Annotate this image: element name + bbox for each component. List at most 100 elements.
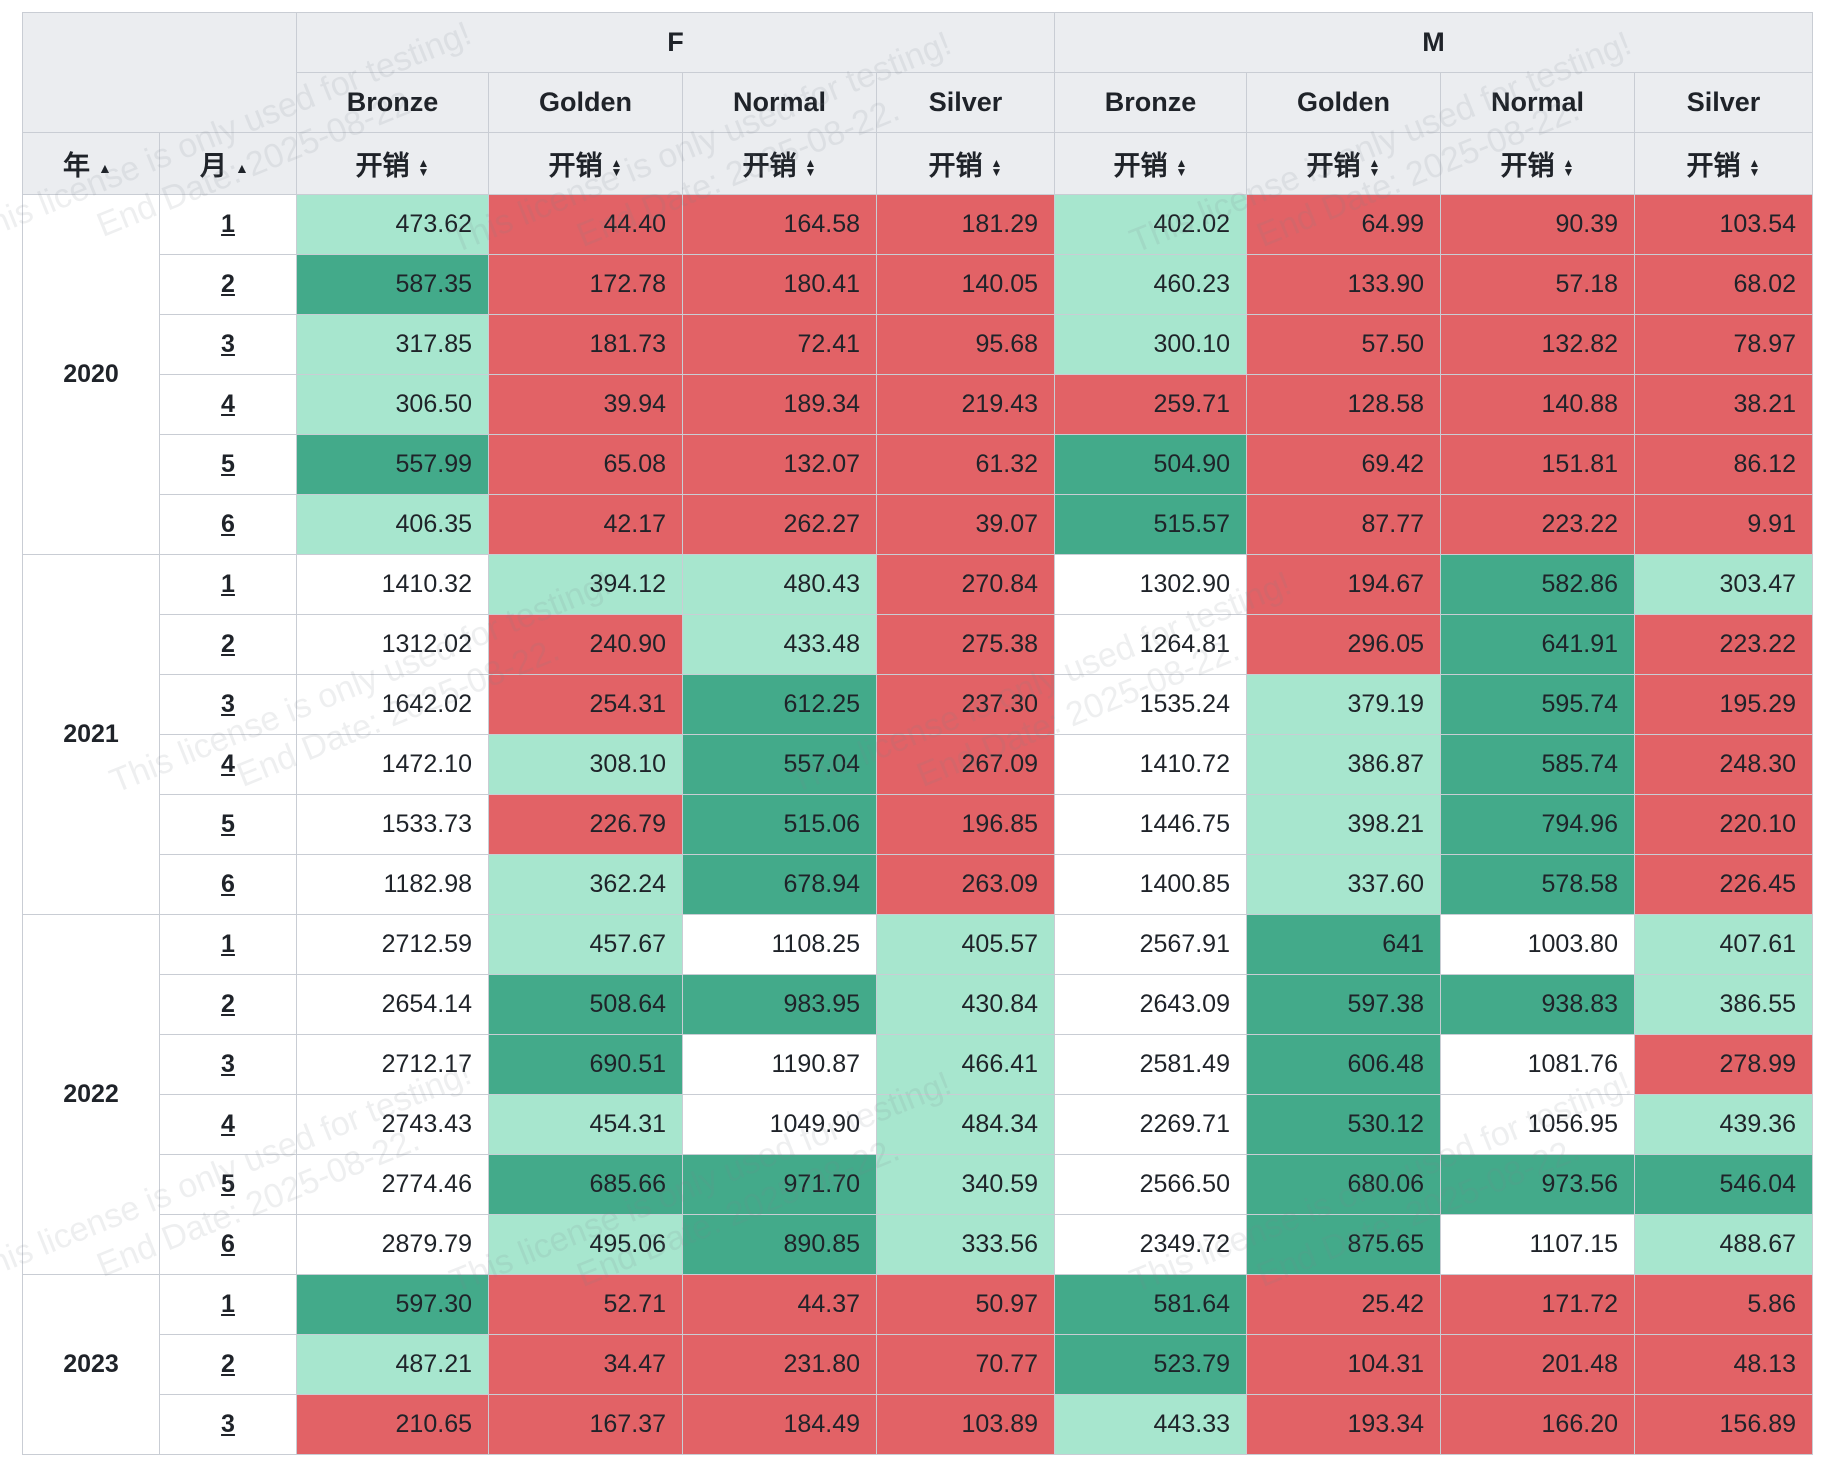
value-cell: 1533.73 <box>296 794 489 855</box>
month-link[interactable]: 6 <box>221 510 235 538</box>
table-row: 4 1472.10 308.10 557.04 267.09 1410.72 386.87 5… <box>23 734 1813 795</box>
year-sort-header[interactable]: 年 ▲ <box>22 132 160 195</box>
value-cell: 337.60 <box>1246 854 1441 915</box>
sort-toggle-icon[interactable]: ▲ ▼ <box>417 155 430 179</box>
value-cell: 430.84 <box>876 974 1055 1035</box>
value-cell: 223.22 <box>1440 494 1635 555</box>
value-cell: 1535.24 <box>1054 674 1247 735</box>
month-link[interactable]: 2 <box>221 1350 235 1378</box>
value-cell: 254.31 <box>488 674 683 735</box>
value-cell: 87.77 <box>1246 494 1441 555</box>
category-header-7: Silver <box>1634 72 1813 133</box>
month-link[interactable]: 3 <box>221 1050 235 1078</box>
table-row: 3 317.85 181.73 72.41 95.68 300.10 57.50 132.82… <box>23 314 1813 375</box>
value-cell: 248.30 <box>1634 734 1813 795</box>
value-cell: 333.56 <box>876 1214 1055 1275</box>
value-cell: 2349.72 <box>1054 1214 1247 1275</box>
group-header-f: F <box>296 12 1055 73</box>
month-link[interactable]: 5 <box>221 810 235 838</box>
sort-toggle-icon[interactable]: ▲ ▼ <box>1748 155 1761 179</box>
month-link[interactable]: 3 <box>221 330 235 358</box>
measure-sort-header[interactable]: 开销 ▲ ▼ <box>1634 132 1813 195</box>
sort-toggle-icon[interactable]: ▲ ▼ <box>990 155 1003 179</box>
month-link[interactable]: 1 <box>221 210 235 238</box>
value-cell: 189.34 <box>682 374 877 435</box>
value-cell: 606.48 <box>1246 1034 1441 1095</box>
month-link[interactable]: 4 <box>221 390 235 418</box>
month-link[interactable]: 3 <box>221 690 235 718</box>
value-cell: 2269.71 <box>1054 1094 1247 1155</box>
category-header-6: Normal <box>1440 72 1635 133</box>
month-link[interactable]: 6 <box>221 1230 235 1258</box>
measure-sort-header[interactable]: 开销 ▲ ▼ <box>682 132 877 195</box>
value-cell: 398.21 <box>1246 794 1441 855</box>
sort-toggle-icon[interactable]: ▲ ▼ <box>1368 155 1381 179</box>
category-header-3: Silver <box>876 72 1055 133</box>
month-link[interactable]: 1 <box>221 930 235 958</box>
month-link[interactable]: 5 <box>221 1170 235 1198</box>
measure-sort-header[interactable]: 开销 ▲ ▼ <box>1054 132 1247 195</box>
month-cell: 5 <box>159 794 297 855</box>
value-cell: 34.47 <box>488 1334 683 1395</box>
value-cell: 2879.79 <box>296 1214 489 1275</box>
sort-ascending-icon[interactable]: ▲ <box>98 159 112 176</box>
pivot-table: F M Bronze Golden Normal Silver Bronze Golden… <box>22 12 1813 1455</box>
group-header-m: M <box>1054 12 1813 73</box>
month-link[interactable]: 6 <box>221 870 235 898</box>
month-link[interactable]: 2 <box>221 630 235 658</box>
month-link[interactable]: 4 <box>221 1110 235 1138</box>
corner-header <box>22 12 297 133</box>
value-cell: 641 <box>1246 914 1441 975</box>
value-cell: 210.65 <box>296 1394 489 1455</box>
value-cell: 39.07 <box>876 494 1055 555</box>
category-header-4: Bronze <box>1054 72 1247 133</box>
measure-sort-header[interactable]: 开销 ▲ ▼ <box>488 132 683 195</box>
value-cell: 973.56 <box>1440 1154 1635 1215</box>
value-cell: 172.78 <box>488 254 683 315</box>
value-cell: 48.13 <box>1634 1334 1813 1395</box>
value-cell: 2654.14 <box>296 974 489 1035</box>
month-link[interactable]: 5 <box>221 450 235 478</box>
month-link[interactable]: 1 <box>221 1290 235 1318</box>
month-link[interactable]: 4 <box>221 750 235 778</box>
value-cell: 68.02 <box>1634 254 1813 315</box>
value-cell: 875.65 <box>1246 1214 1441 1275</box>
category-header-1: Golden <box>488 72 683 133</box>
month-cell: 4 <box>159 374 297 435</box>
value-cell: 262.27 <box>682 494 877 555</box>
table-row: 5 557.99 65.08 132.07 61.32 504.90 69.42 151.81… <box>23 434 1813 495</box>
month-header-label: 月 <box>200 151 227 181</box>
year-cell: 2020 <box>22 194 160 555</box>
sort-toggle-icon[interactable]: ▲ ▼ <box>1175 155 1188 179</box>
value-cell: 9.91 <box>1634 494 1813 555</box>
table-body: 2020 1 473.62 44.40 164.58 181.29 402.02 64.99 9… <box>22 194 1813 1455</box>
value-cell: 1108.25 <box>682 914 877 975</box>
table-row: 3 1642.02 254.31 612.25 237.30 1535.24 379.19 5… <box>23 674 1813 735</box>
value-cell: 678.94 <box>682 854 877 915</box>
month-link[interactable]: 3 <box>221 1410 235 1438</box>
value-cell: 1472.10 <box>296 734 489 795</box>
measure-sort-header[interactable]: 开销 ▲ ▼ <box>296 132 489 195</box>
measure-sort-header[interactable]: 开销 ▲ ▼ <box>876 132 1055 195</box>
sort-toggle-icon[interactable]: ▲ ▼ <box>610 155 623 179</box>
month-link[interactable]: 2 <box>221 270 235 298</box>
measure-label: 开销 <box>355 151 410 181</box>
value-cell: 171.72 <box>1440 1274 1635 1335</box>
measure-sort-header[interactable]: 开销 ▲ ▼ <box>1440 132 1635 195</box>
month-cell: 2 <box>159 614 297 675</box>
value-cell: 1400.85 <box>1054 854 1247 915</box>
value-cell: 443.33 <box>1054 1394 1247 1455</box>
measure-label: 开销 <box>1686 151 1741 181</box>
measure-label: 开销 <box>1500 151 1555 181</box>
month-link[interactable]: 2 <box>221 990 235 1018</box>
month-link[interactable]: 1 <box>221 570 235 598</box>
month-cell: 5 <box>159 434 297 495</box>
measure-sort-header[interactable]: 开销 ▲ ▼ <box>1246 132 1441 195</box>
month-sort-header[interactable]: 月 ▲ <box>159 132 297 195</box>
sort-ascending-icon[interactable]: ▲ <box>235 159 249 176</box>
value-cell: 69.42 <box>1246 434 1441 495</box>
value-cell: 1302.90 <box>1054 554 1247 615</box>
sort-toggle-icon[interactable]: ▲ ▼ <box>1562 155 1575 179</box>
sort-toggle-icon[interactable]: ▲ ▼ <box>804 155 817 179</box>
value-cell: 57.18 <box>1440 254 1635 315</box>
